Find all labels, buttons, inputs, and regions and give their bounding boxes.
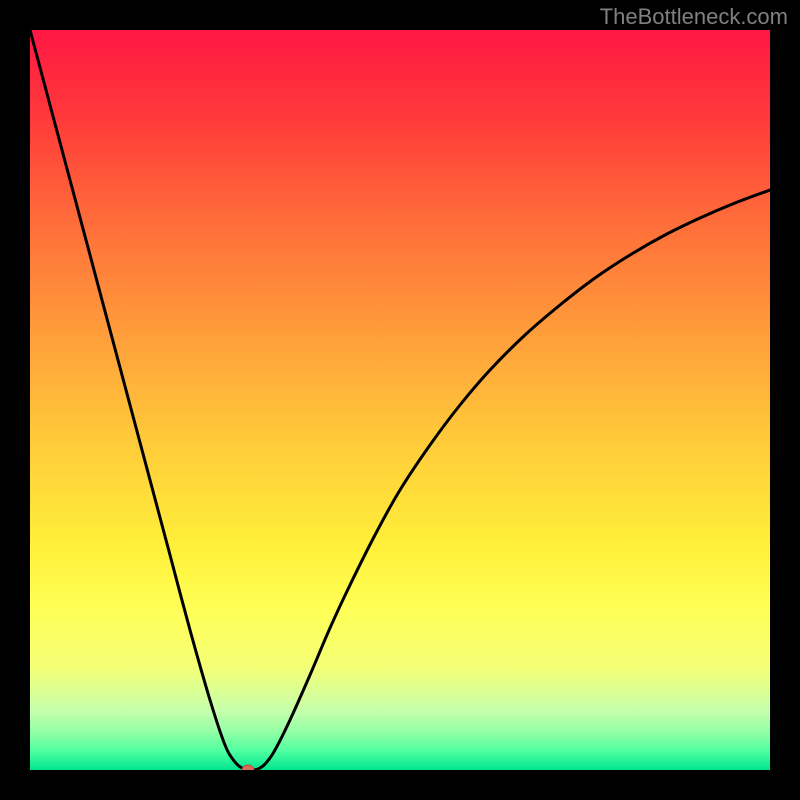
watermark-text: TheBottleneck.com [600,4,788,30]
curve-layer [30,30,770,770]
optimum-marker [242,765,254,770]
bottleneck-curve [30,30,770,770]
chart-container: TheBottleneck.com [0,0,800,800]
plot-area [30,30,770,770]
